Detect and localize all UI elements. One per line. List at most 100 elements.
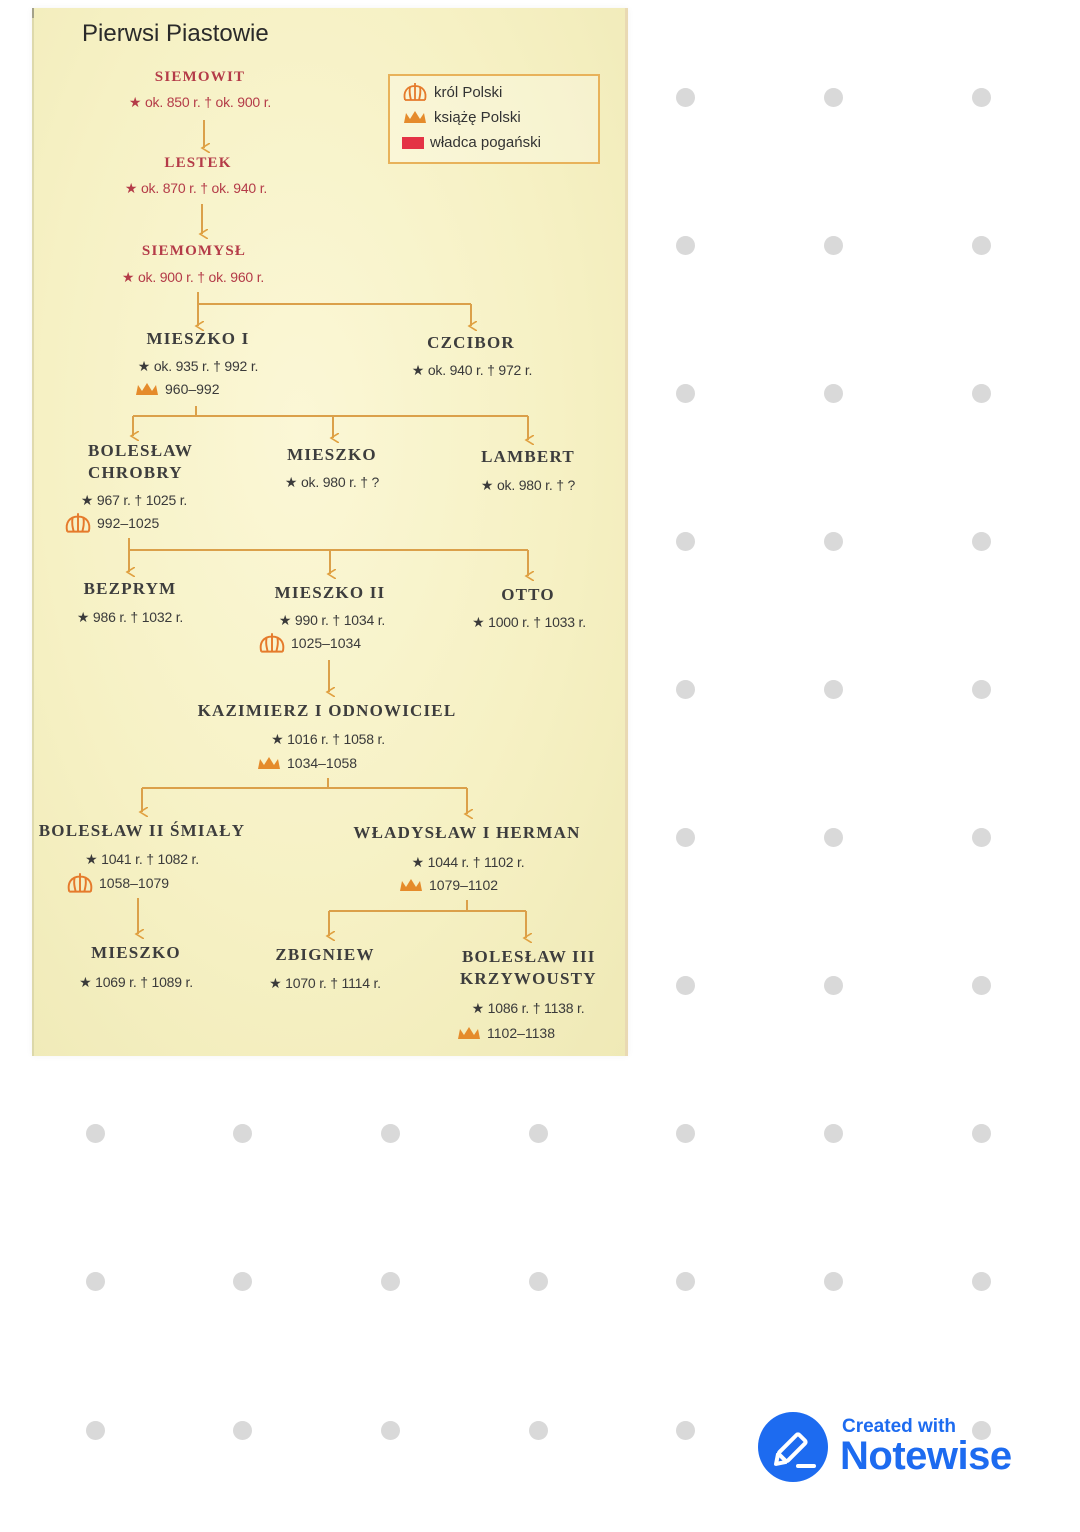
person-name-otto: OTTO [501,585,555,604]
person-dates-wladyslaw: ★ 1044 r. † 1102 r. [411,854,525,870]
grid-dot [972,828,991,847]
person-dates-mieszko-ii: ★ 990 r. † 1034 r. [278,612,386,628]
legend-label-pagan: władca pogański [430,134,541,151]
person-name-mieszko-i: MIESZKO I [146,329,250,348]
grid-dot [824,1272,843,1291]
legend-row-king: król Polski [402,82,502,102]
person-name-kazimierz: KAZIMIERZ I ODNOWICIEL [197,701,457,720]
photo-left-edge [32,8,34,1056]
grid-dot [676,828,695,847]
person-name-zbigniew: ZBIGNIEW [275,945,375,964]
grid-dot [676,384,695,403]
person-dates-siemowit: ★ ok. 850 r. † ok. 900 r. [128,94,272,110]
legend-row-duke: książę Polski [402,108,521,126]
ducal-crown-icon [458,1027,480,1039]
person-name-mieszko-ii: MIESZKO II [274,583,386,602]
reign-text: 992–1025 [97,515,160,531]
person-dates-siemomysl: ★ ok. 900 r. † ok. 960 r. [121,269,265,285]
grid-dot [233,1272,252,1291]
grid-dot [86,1421,105,1440]
person-reign-boleslaw-ii: 1058–1079 [66,872,169,894]
person-name-siemowit: SIEMOWIT [154,69,246,85]
grid-dot [824,1124,843,1143]
person-dates-czcibor: ★ ok. 940 r. † 972 r. [411,362,533,378]
person-dates-bezprym: ★ 986 r. † 1032 r. [76,609,184,625]
family-tree-photo: Pierwsi Piastowie [32,8,628,1056]
tree-connectors [32,120,628,1056]
grid-dot [972,88,991,107]
grid-dot [233,1124,252,1143]
grid-dot [676,532,695,551]
person-name-wladyslaw: WŁADYSŁAW I HERMAN [353,823,581,842]
grid-dot [676,1124,695,1143]
notewise-logo [758,1412,828,1482]
royal-crown-icon [259,633,285,653]
person-dates-lestek: ★ ok. 870 r. † ok. 940 r. [124,180,268,196]
person-name-boleslaw-ii: BOLESŁAW II ŚMIAŁY [38,821,246,840]
person-reign-kazimierz: 1034–1058 [256,754,357,772]
legend: król Polski książę Polski władca pogańsk… [388,74,600,164]
person-dates-zbigniew: ★ 1070 r. † 1114 r. [269,975,381,991]
person-dates-mieszko: ★ ok. 980 r. † ? [284,474,380,490]
person-dates-boleslaw-ii: ★ 1041 r. † 1082 r. [85,851,199,867]
grid-dot [824,828,843,847]
page-title: Pierwsi Piastowie [82,20,269,47]
grid-dot [824,88,843,107]
reign-text: 960–992 [165,381,220,397]
person-name-siemomysl: SIEMOMYSŁ [141,243,247,259]
reign-text: 1079–1102 [429,877,499,893]
grid-dot [824,680,843,699]
grid-dot [676,1272,695,1291]
grid-dot [676,976,695,995]
grid-dot [972,976,991,995]
grid-dot [676,1421,695,1440]
grid-dot [381,1272,400,1291]
person-reign-krzywousty: 1102–1138 [456,1024,555,1042]
notewise-wordmark: Notewise [840,1434,1012,1478]
person-reign-boleslaw-chrobry: 992–1025 [64,512,159,534]
reign-text: 1034–1058 [287,755,358,771]
person-name-lambert: LAMBERT [481,447,575,466]
grid-dot [676,88,695,107]
reign-text: 1025–1034 [291,635,362,651]
person-name-czcibor: CZCIBOR [427,333,515,352]
reign-text: 1058–1079 [99,875,170,891]
person-name-krzywousty-line2: KRZYWOUSTY [460,969,597,988]
person-reign-mieszko-ii: 1025–1034 [258,632,361,654]
legend-row-pagan: władca pogański [402,134,541,151]
person-dates-kazimierz: ★ 1016 r. † 1058 r. [271,731,385,747]
grid-dot [972,680,991,699]
grid-dot [529,1124,548,1143]
person-name-bezprym: BEZPRYM [83,579,177,598]
person-dates-mieszko-i: ★ ok. 935 r. † 992 r. [137,358,259,374]
ducal-crown-icon [404,111,426,123]
person-dates-krzywousty: ★ 1086 r. † 1138 r. [471,1000,585,1016]
person-reign-mieszko-i: 960–992 [134,380,220,398]
person-reign-wladyslaw: 1079–1102 [398,876,498,894]
grid-dot [86,1272,105,1291]
photo-right-edge [625,8,628,1056]
grid-dot [529,1272,548,1291]
legend-label-duke: książę Polski [434,108,521,126]
person-dates-boleslaw-chrobry: ★ 967 r. † 1025 r. [80,492,188,508]
grid-dot [972,384,991,403]
grid-dot [233,1421,252,1440]
grid-dot [972,236,991,255]
royal-crown-icon [403,83,427,101]
grid-dot [972,1272,991,1291]
ducal-crown-icon [258,757,280,769]
person-dates-lambert: ★ ok. 980 r. † ? [480,477,576,493]
grid-dot [824,236,843,255]
grid-dot [824,976,843,995]
ducal-crown-icon [136,383,158,395]
person-name-mieszko-son: MIESZKO [91,943,181,962]
ducal-crown-icon [400,879,422,891]
pencil-icon [774,1432,816,1468]
grid-dot [676,236,695,255]
person-dates-otto: ★ 1000 r. † 1033 r. [472,614,586,630]
grid-dot [972,1124,991,1143]
reign-text: 1102–1138 [487,1025,555,1041]
royal-crown-icon [67,873,93,893]
grid-dot [529,1421,548,1440]
grid-dot [86,1124,105,1143]
